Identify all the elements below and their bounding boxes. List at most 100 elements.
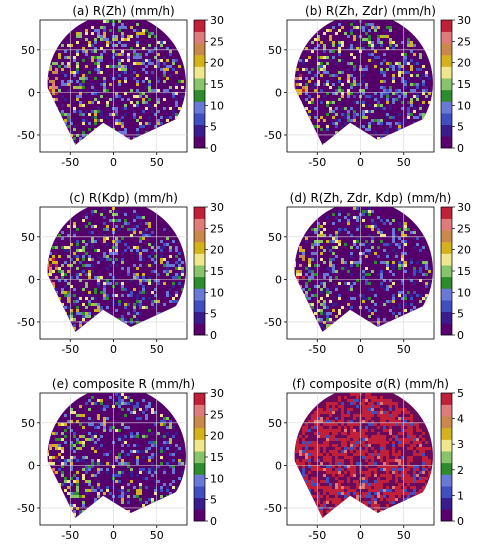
radar-pixel xyxy=(166,116,169,119)
radar-pixel xyxy=(368,44,371,47)
radar-pixel xyxy=(371,53,374,56)
radar-pixel xyxy=(172,480,175,483)
radar-pixel xyxy=(362,104,365,107)
radar-pixel xyxy=(136,119,139,122)
radar-pixel xyxy=(365,23,368,26)
radar-pixel xyxy=(353,282,356,285)
radar-pixel xyxy=(347,62,350,65)
radar-pixel xyxy=(79,77,82,80)
radar-pixel xyxy=(47,453,49,456)
radar-pixel xyxy=(401,252,404,255)
radar-pixel xyxy=(85,471,88,474)
radar-pixel xyxy=(55,432,58,435)
radar-pixel xyxy=(136,312,139,315)
radar-pixel xyxy=(82,456,85,459)
radar-pixel xyxy=(389,29,392,32)
radar-pixel xyxy=(61,71,64,74)
radar-field xyxy=(47,20,186,145)
radar-pixel xyxy=(70,309,73,312)
radar-pixel xyxy=(350,402,353,405)
radar-pixel xyxy=(154,125,157,128)
radar-pixel xyxy=(365,246,368,249)
radar-pixel xyxy=(329,465,332,468)
colorbar-band xyxy=(441,509,452,522)
colorbar-tick-label: 0 xyxy=(457,142,464,155)
radar-pixel xyxy=(97,309,100,312)
radar-pixel xyxy=(136,444,139,447)
radar-pixel xyxy=(166,237,169,240)
radar-pixel xyxy=(377,137,380,140)
radar-pixel xyxy=(386,423,389,426)
radar-pixel xyxy=(329,74,332,77)
radar-pixel xyxy=(329,107,332,110)
radar-pixel xyxy=(47,261,49,264)
radar-pixel xyxy=(317,243,320,246)
radar-pixel xyxy=(356,405,359,408)
radar-pixel xyxy=(82,315,85,318)
radar-pixel xyxy=(392,234,395,237)
radar-pixel xyxy=(362,29,365,32)
radar-pixel xyxy=(157,89,160,92)
radar-pixel xyxy=(311,450,314,453)
radar-pixel xyxy=(341,462,344,465)
radar-pixel xyxy=(154,441,157,444)
radar-pixel xyxy=(395,471,398,474)
radar-pixel xyxy=(103,291,106,294)
radar-pixel xyxy=(64,279,67,282)
radar-pixel xyxy=(58,86,61,89)
radar-pixel xyxy=(163,471,166,474)
radar-pixel xyxy=(163,246,166,249)
radar-pixel xyxy=(94,240,97,243)
radar-pixel xyxy=(64,65,67,68)
radar-pixel xyxy=(326,29,329,32)
radar-pixel xyxy=(338,210,341,213)
radar-pixel xyxy=(139,125,142,128)
radar-pixel xyxy=(389,465,392,468)
radar-pixel xyxy=(383,474,386,477)
radar-pixel xyxy=(64,489,67,492)
radar-pixel xyxy=(76,273,79,276)
radar-pixel xyxy=(413,444,416,447)
radar-pixel xyxy=(317,309,320,312)
radar-pixel xyxy=(320,62,323,65)
radar-pixel xyxy=(323,68,326,71)
radar-pixel xyxy=(296,92,299,95)
radar-pixel xyxy=(320,282,323,285)
radar-pixel xyxy=(61,95,64,98)
radar-pixel xyxy=(109,74,112,77)
radar-pixel xyxy=(317,62,320,65)
radar-pixel xyxy=(136,294,139,297)
radar-pixel xyxy=(389,65,392,68)
radar-pixel xyxy=(335,462,338,465)
radar-pixel xyxy=(305,47,308,50)
radar-pixel xyxy=(368,53,371,56)
radar-pixel xyxy=(142,80,145,83)
radar-pixel xyxy=(178,477,181,480)
radar-pixel xyxy=(139,264,142,267)
radar-pixel xyxy=(85,465,88,468)
radar-pixel xyxy=(422,456,425,459)
radar-pixel xyxy=(103,216,106,219)
radar-pixel xyxy=(380,234,383,237)
radar-pixel xyxy=(377,119,380,122)
radar-pixel xyxy=(157,300,160,303)
radar-pixel xyxy=(136,44,139,47)
radar-pixel xyxy=(139,252,142,255)
radar-pixel xyxy=(389,285,392,288)
x-tick-label: 50 xyxy=(150,156,164,169)
radar-pixel xyxy=(371,44,374,47)
radar-pixel xyxy=(94,122,97,125)
radar-pixel xyxy=(115,107,118,110)
radar-pixel xyxy=(323,456,326,459)
radar-pixel xyxy=(383,495,386,498)
radar-pixel xyxy=(73,513,76,516)
radar-pixel xyxy=(374,411,377,414)
radar-pixel xyxy=(329,29,332,32)
radar-pixel xyxy=(341,492,344,495)
radar-pixel xyxy=(70,420,73,423)
radar-pixel xyxy=(85,213,88,216)
radar-pixel xyxy=(302,255,305,258)
radar-pixel xyxy=(341,408,344,411)
radar-pixel xyxy=(121,107,124,110)
